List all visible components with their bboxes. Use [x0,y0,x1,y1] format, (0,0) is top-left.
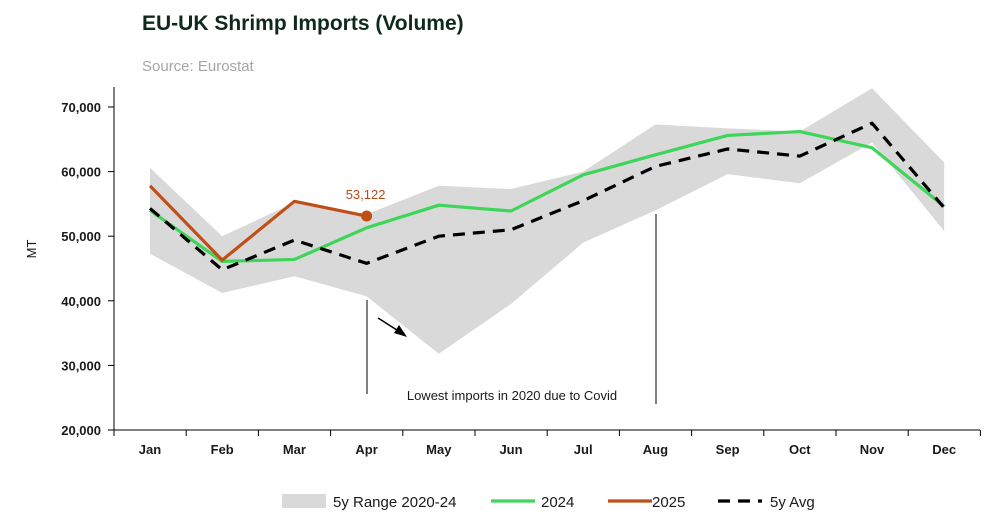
x-tick-label: May [426,442,452,457]
annotation-layer: Lowest imports in 2020 due to Covid [366,214,657,404]
series-line-2025 [148,184,367,262]
y-tick-label: 30,000 [61,358,101,373]
x-tick-label: Sep [716,442,740,457]
y-tick-label: 40,000 [61,294,101,309]
range-band [150,88,945,354]
x-tick-label: Mar [283,442,306,457]
y-tick-label: 50,000 [61,229,101,244]
chart-subtitle: Source: Eurostat [142,58,254,75]
range-layer [150,88,945,354]
x-tick-label: Nov [860,442,885,457]
axes-layer: 20,000 30,000 40,000 50,000 60,000 70,000 Jan F… [24,87,981,457]
x-tick-label: Apr [355,442,377,457]
legend-label: 2024 [541,494,574,511]
series-layer: 53,122 [148,121,946,272]
x-tick-label: Dec [932,442,956,457]
x-tick-label: Feb [211,442,234,457]
legend-label: 2025 [652,494,685,511]
legend-swatch-range [282,494,326,508]
y-tick-label: 60,000 [61,165,101,180]
legend-label: 5y Range 2020-24 [333,494,456,511]
annotation-arrow-head [394,325,407,337]
x-tick-label: Jun [499,442,522,457]
data-label: 53,122 [346,187,386,202]
y-axis-label: MT [24,240,39,259]
x-tick-label: Aug [643,442,668,457]
y-tick-label: 20,000 [61,423,101,438]
x-tick-label: Jan [139,442,161,457]
x-tick-label: Oct [789,442,811,457]
series-line-2024 [149,129,946,263]
legend-label: 5y Avg [770,494,815,511]
y-tick-label: 70,000 [61,100,101,115]
annotation-text: Lowest imports in 2020 due to Covid [407,388,617,403]
chart-title: EU-UK Shrimp Imports (Volume) [142,12,464,35]
x-tick-label: Jul [574,442,593,457]
data-point-marker [361,210,373,222]
legend: 5y Range 2020-24 2024 2025 5y Avg [282,494,815,511]
